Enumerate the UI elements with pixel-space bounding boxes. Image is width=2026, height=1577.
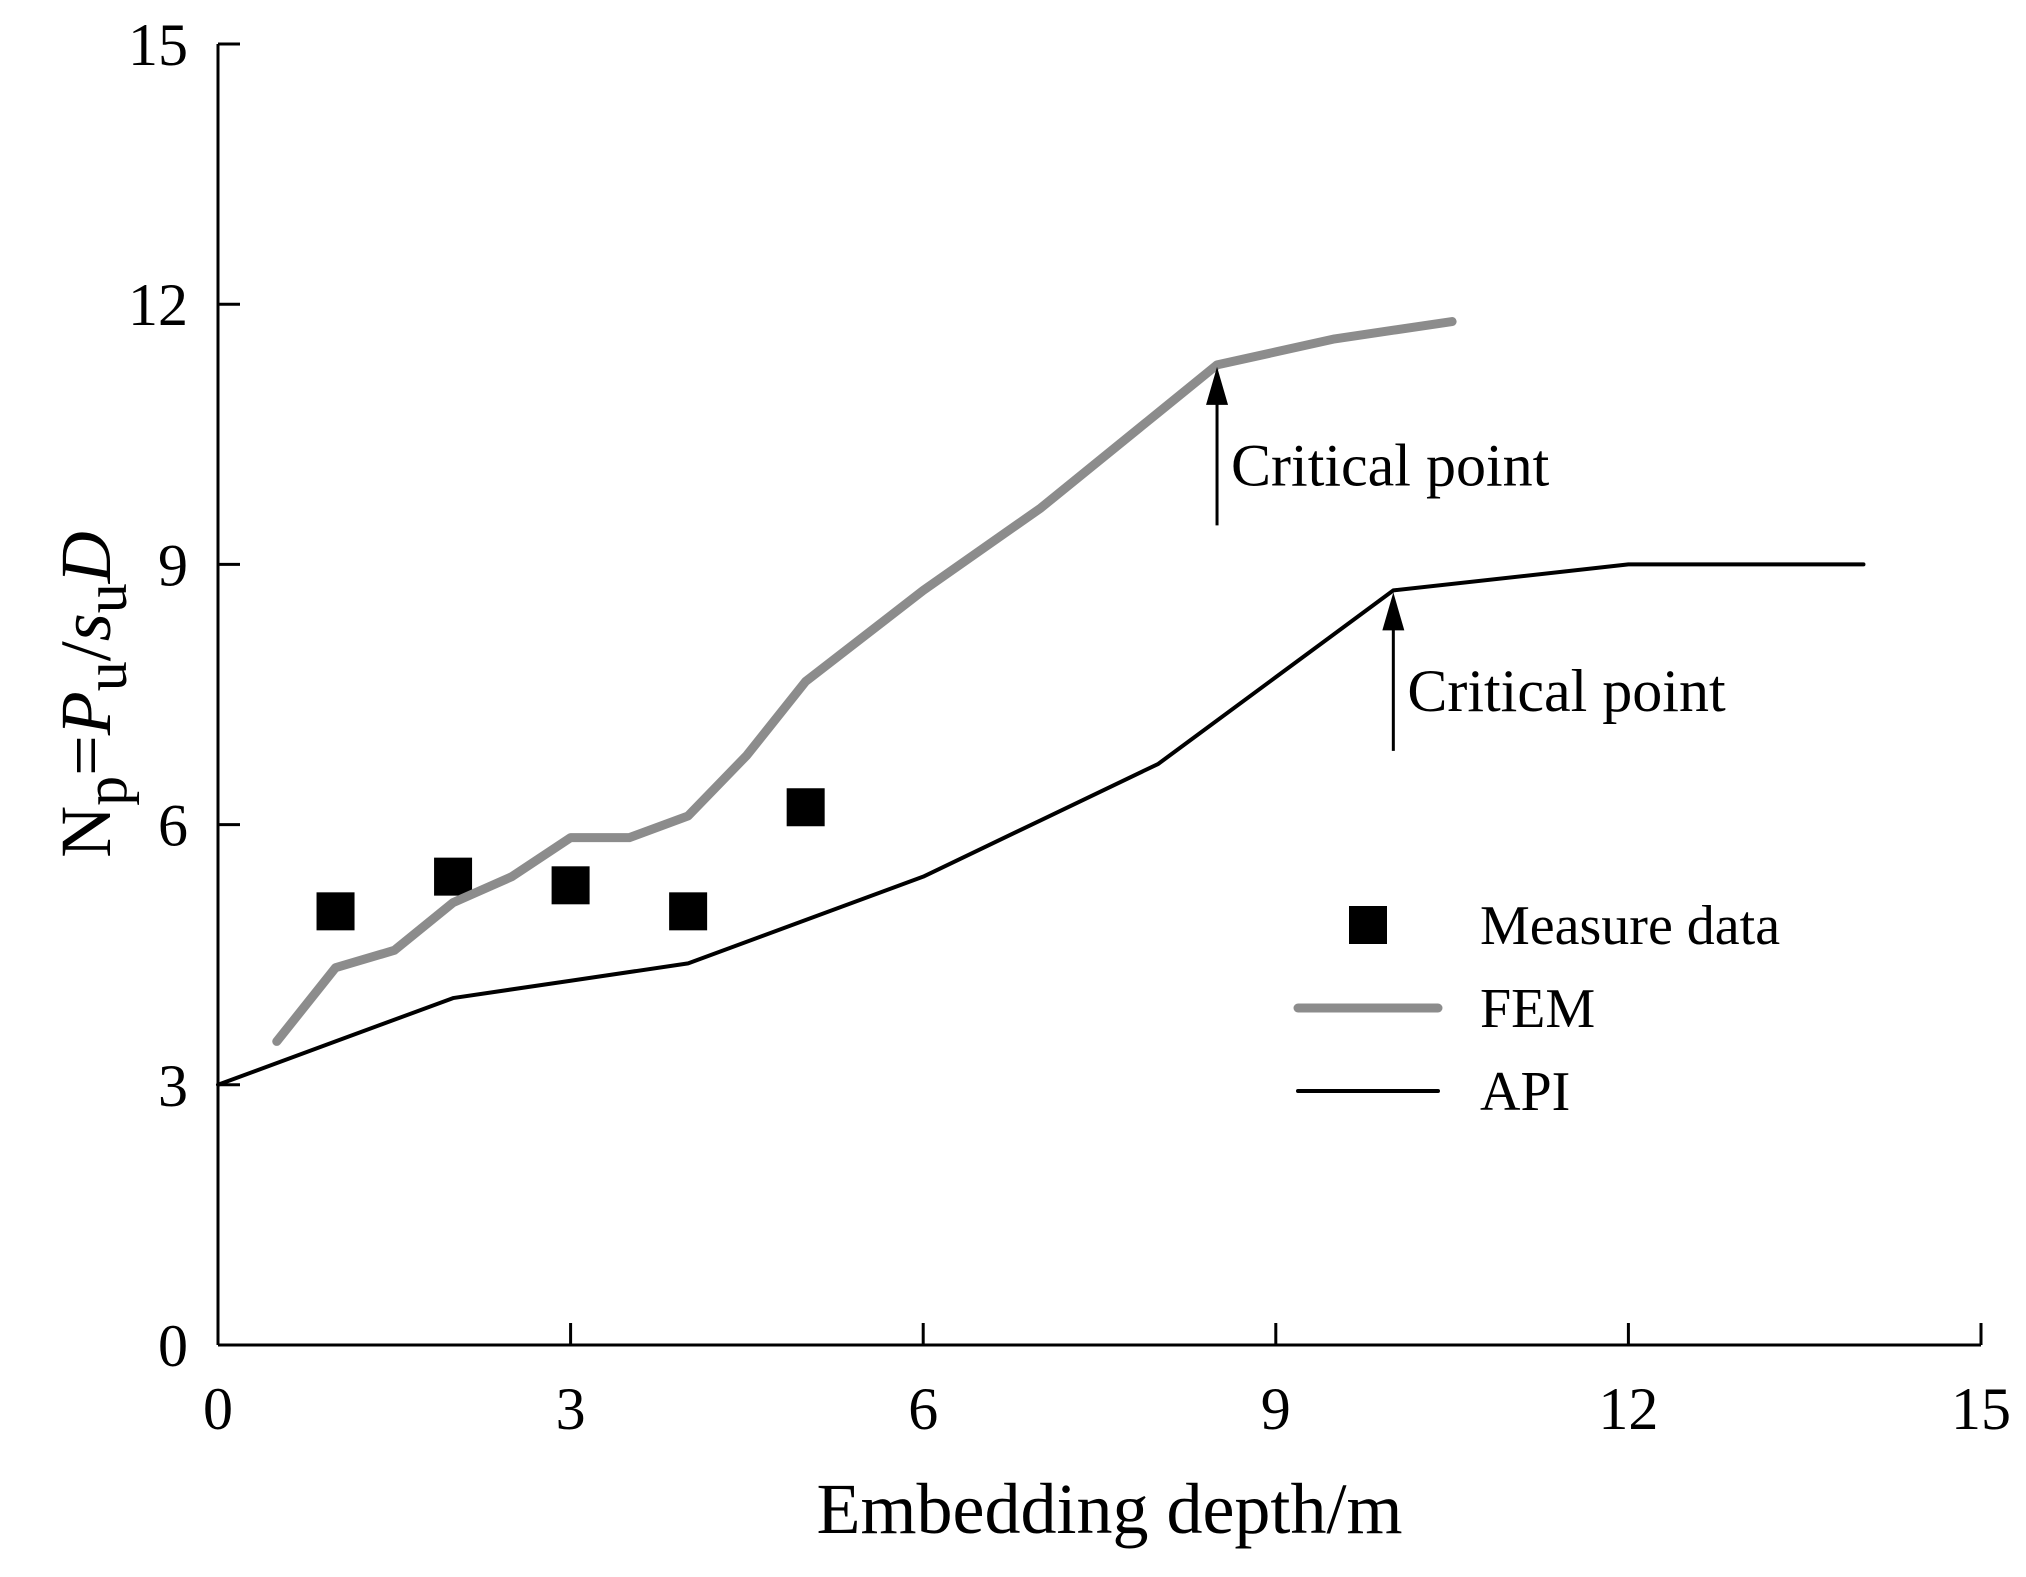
measure-data-point <box>786 788 825 827</box>
legend-marker-measure-data <box>1349 906 1387 944</box>
y-axis-title-part: N <box>46 806 126 858</box>
measure-data-point <box>434 857 473 896</box>
series-fem-line <box>272 317 1457 1046</box>
y-axis-title-part: D <box>46 531 126 584</box>
y-axis-title-part: / <box>46 641 126 661</box>
x-tick-label: 0 <box>203 1376 233 1442</box>
y-tick-label: 15 <box>128 12 188 78</box>
y-axis-title: Np=Pu/suD <box>46 531 139 858</box>
y-tick-label: 12 <box>128 272 188 338</box>
x-tick-label: 15 <box>1951 1376 2011 1442</box>
measure-data-point <box>551 866 590 905</box>
x-tick-label: 3 <box>556 1376 586 1442</box>
measure-data-point <box>669 892 708 931</box>
x-tick-label: 9 <box>1261 1376 1291 1442</box>
legend: Measure data FEM API <box>1293 895 1780 1123</box>
critical-point-arrowhead <box>1382 592 1405 631</box>
y-tick-label: 6 <box>158 793 188 859</box>
x-tick-label: 12 <box>1598 1376 1658 1442</box>
y-axis-title-part: P <box>46 691 126 736</box>
y-axis-title-part: p <box>73 776 139 806</box>
legend-label: API <box>1480 1061 1570 1123</box>
y-tick-label: 3 <box>158 1053 188 1119</box>
y-axis-title-part: = <box>46 735 126 776</box>
y-tick-label: 9 <box>158 532 188 598</box>
legend-label: FEM <box>1480 978 1595 1040</box>
y-tick-label: 0 <box>158 1313 188 1379</box>
series-api-line <box>216 562 1866 1087</box>
critical-point-label: Critical point <box>1231 432 1550 498</box>
measure-data-point <box>316 892 355 931</box>
svg-text:Np=Pu/suD: Np=Pu/suD <box>46 531 139 858</box>
x-axis-title: Embedding depth/m <box>817 1469 1403 1549</box>
legend-label: Measure data <box>1480 895 1780 957</box>
y-axis-title-part: s <box>46 613 126 641</box>
critical-point-arrowhead <box>1206 366 1229 405</box>
axes: 0 3 6 9 12 15 0 3 6 9 12 15 <box>128 12 2011 1442</box>
series-layer <box>216 317 1866 1087</box>
annotation-layer: Critical point Critical point <box>1206 366 1726 751</box>
x-tick-label: 6 <box>908 1376 938 1442</box>
y-axis-title-part: u <box>73 583 139 613</box>
y-axis-title-part: u <box>73 661 139 691</box>
critical-point-label: Critical point <box>1407 658 1726 724</box>
